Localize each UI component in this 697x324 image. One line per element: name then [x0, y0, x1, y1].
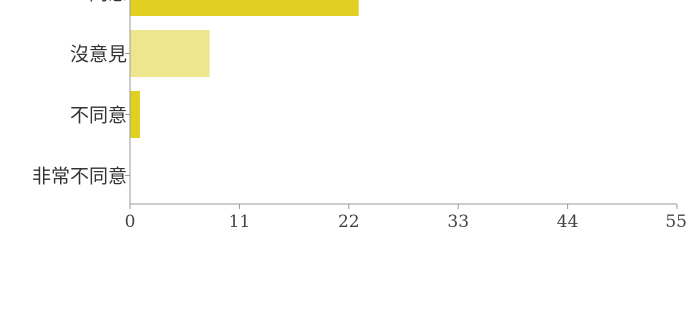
category-label-1: 沒意見 [70, 44, 127, 66]
bar-1 [130, 30, 210, 77]
axis-layer [125, 0, 677, 205]
x-tick-label-0: 0 [125, 212, 136, 232]
x-tick-label-3: 33 [447, 212, 469, 232]
category-label-0: 同意 [89, 0, 127, 5]
category-label-3: 非常不同意 [32, 166, 127, 188]
bar-0 [130, 0, 359, 16]
x-tick-label-5: 55 [665, 212, 687, 232]
x-axis-ticks: 0 11 22 33 44 55 [125, 204, 687, 232]
category-labels: 同意沒意見不同意非常不同意 [32, 0, 127, 188]
x-tick-label-1: 11 [229, 212, 251, 232]
category-label-2: 不同意 [70, 105, 127, 127]
x-tick-label-2: 22 [338, 212, 360, 232]
bar-2 [130, 91, 140, 138]
bars-layer [130, 0, 359, 138]
x-tick-label-4: 44 [557, 212, 579, 232]
